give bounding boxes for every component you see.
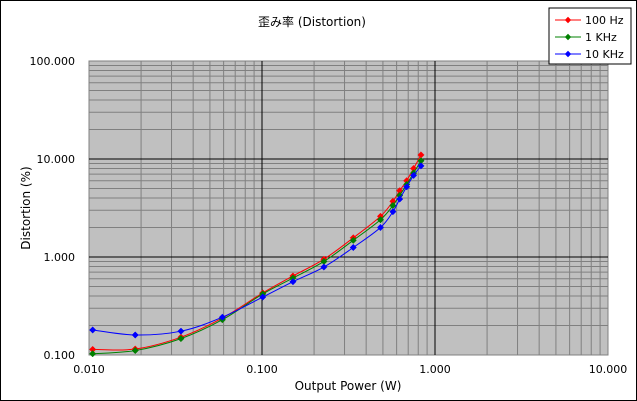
data-point xyxy=(131,331,139,339)
y-tick-label: 1.000 xyxy=(44,251,76,264)
data-point xyxy=(320,263,328,271)
data-point xyxy=(349,243,357,252)
legend-label: 1 KHz xyxy=(585,31,617,44)
x-tick-label: 1.000 xyxy=(419,363,451,376)
major-gridlines xyxy=(89,61,608,355)
legend-label: 10 KHz xyxy=(585,48,624,61)
y-axis-tick-labels: 0.100 1.000 10.000 100.000 xyxy=(30,55,76,362)
data-point xyxy=(410,171,418,179)
legend-marker xyxy=(564,50,572,58)
data-point xyxy=(89,326,97,334)
plot-area xyxy=(88,60,609,356)
data-point xyxy=(376,216,385,224)
legend-box xyxy=(548,7,632,65)
x-tick-label: 0.010 xyxy=(73,363,105,376)
data-point xyxy=(218,313,226,321)
data-point xyxy=(177,327,185,335)
data-point xyxy=(131,347,139,355)
legend-marker xyxy=(564,16,572,24)
x-axis-label: Output Power (W) xyxy=(295,379,402,393)
data-point xyxy=(349,236,357,244)
data-point xyxy=(389,208,397,216)
data-point xyxy=(259,293,267,301)
data-point xyxy=(289,278,297,286)
chart-title: 歪み率 (Distortion) xyxy=(258,14,366,29)
data-point xyxy=(376,223,385,232)
series-10-khz xyxy=(89,162,425,339)
y-tick-label: 10.000 xyxy=(37,153,76,166)
data-point xyxy=(89,350,97,358)
series-layer xyxy=(89,151,425,358)
legend-entry: 1 KHz xyxy=(555,31,617,44)
data-point xyxy=(396,195,404,203)
y-tick-label: 100.000 xyxy=(30,55,76,68)
legend: 100 Hz 1 KHz 10 KHz xyxy=(548,7,632,65)
legend-entry: 100 Hz xyxy=(555,14,624,27)
x-axis-tick-labels: 0.010 0.100 1.000 10.000 xyxy=(73,363,627,376)
x-tick-label: 10.000 xyxy=(589,363,628,376)
legend-label: 100 Hz xyxy=(585,14,624,27)
x-tick-label: 0.100 xyxy=(246,363,278,376)
data-point xyxy=(177,335,185,343)
y-axis-label: Distortion (%) xyxy=(19,166,33,249)
y-tick-label: 0.100 xyxy=(44,349,76,362)
legend-entry: 10 KHz xyxy=(555,48,624,61)
data-point xyxy=(403,183,411,191)
legend-marker xyxy=(564,33,572,41)
data-point xyxy=(417,162,425,170)
